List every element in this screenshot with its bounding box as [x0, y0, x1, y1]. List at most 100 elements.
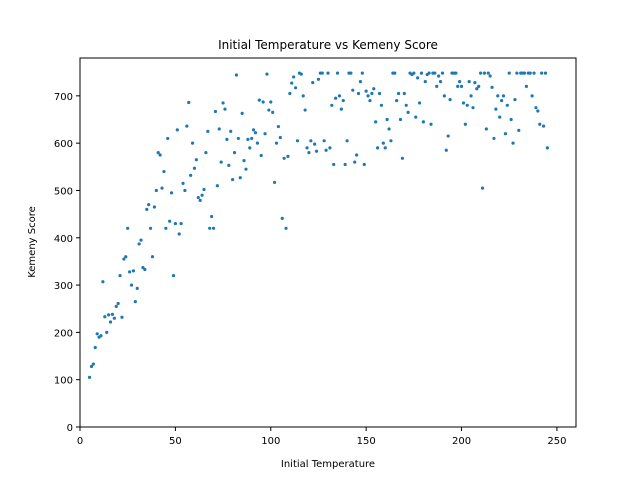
data-point	[292, 75, 296, 79]
data-point	[335, 71, 340, 75]
data-point	[429, 122, 433, 126]
data-point	[541, 124, 546, 128]
data-point	[250, 136, 254, 141]
data-point	[444, 148, 448, 152]
data-point	[509, 117, 513, 122]
data-point	[435, 84, 439, 88]
data-point	[276, 125, 280, 129]
data-point	[396, 91, 401, 96]
data-point	[313, 142, 317, 146]
x-axis-label: Initial Temperature	[281, 459, 375, 470]
data-point	[376, 146, 380, 150]
data-point	[440, 71, 445, 75]
x-tick-label: 250	[547, 436, 566, 447]
data-point	[471, 106, 475, 110]
data-point	[309, 139, 313, 143]
data-point	[169, 191, 174, 195]
data-point	[133, 300, 137, 304]
data-point	[370, 91, 374, 96]
data-point	[534, 106, 538, 110]
data-point	[486, 71, 490, 75]
data-point	[129, 283, 134, 287]
data-point	[498, 115, 502, 119]
data-point	[158, 153, 162, 157]
data-point	[248, 146, 252, 150]
data-point	[515, 71, 519, 75]
data-point	[227, 163, 231, 167]
data-point	[137, 242, 141, 246]
data-point	[341, 98, 345, 103]
data-point	[402, 91, 406, 96]
data-point	[496, 94, 500, 98]
data-point	[124, 255, 128, 259]
data-point	[225, 137, 229, 141]
data-point	[168, 219, 172, 223]
data-point	[305, 146, 309, 150]
data-point	[307, 151, 311, 155]
points-layer	[87, 71, 549, 379]
data-point	[128, 270, 132, 274]
data-point	[189, 173, 193, 177]
data-point	[231, 177, 235, 182]
y-tick-label: 600	[54, 139, 73, 150]
data-point	[135, 286, 139, 290]
data-point	[467, 80, 471, 84]
data-point	[93, 345, 97, 350]
data-point	[334, 96, 338, 100]
data-point	[320, 71, 324, 75]
data-point	[419, 71, 424, 75]
data-point	[417, 101, 422, 105]
data-point	[536, 109, 540, 113]
x-tick-label: 50	[169, 436, 182, 447]
data-point	[364, 89, 368, 93]
data-point	[351, 88, 355, 92]
data-point	[379, 103, 384, 107]
data-point	[389, 139, 393, 143]
data-point	[465, 103, 469, 107]
data-point	[143, 267, 147, 272]
data-point	[110, 312, 115, 317]
data-point	[108, 320, 113, 324]
data-point	[242, 159, 246, 163]
data-point	[301, 94, 305, 98]
data-point	[454, 71, 458, 75]
data-point	[162, 169, 166, 174]
data-point	[211, 226, 216, 230]
data-point	[349, 71, 353, 75]
data-point	[290, 81, 294, 85]
y-tick-label: 400	[54, 234, 73, 245]
data-point	[494, 107, 498, 111]
data-point	[328, 146, 332, 150]
data-point	[236, 136, 240, 141]
data-point	[438, 80, 443, 84]
data-point	[400, 156, 404, 160]
data-point	[385, 117, 389, 122]
data-point	[490, 85, 494, 89]
data-point	[538, 122, 542, 126]
y-tick-label: 300	[54, 281, 73, 292]
data-point	[517, 128, 521, 132]
data-point	[469, 94, 473, 98]
data-point	[116, 301, 120, 306]
data-point	[99, 334, 103, 338]
data-point	[261, 100, 265, 104]
data-point	[229, 129, 233, 133]
data-point	[204, 151, 208, 155]
data-point	[253, 131, 258, 135]
data-point	[404, 103, 408, 107]
data-point	[257, 98, 261, 102]
data-point	[477, 84, 481, 88]
data-point	[326, 71, 330, 75]
data-point	[353, 160, 357, 164]
data-point	[183, 188, 187, 193]
data-point	[91, 362, 95, 366]
data-point	[202, 187, 206, 192]
data-point	[343, 162, 347, 167]
data-point	[282, 156, 286, 160]
data-point	[293, 86, 298, 90]
data-point	[190, 141, 195, 145]
data-point	[185, 124, 189, 128]
data-point	[118, 274, 122, 278]
data-point	[213, 109, 218, 114]
